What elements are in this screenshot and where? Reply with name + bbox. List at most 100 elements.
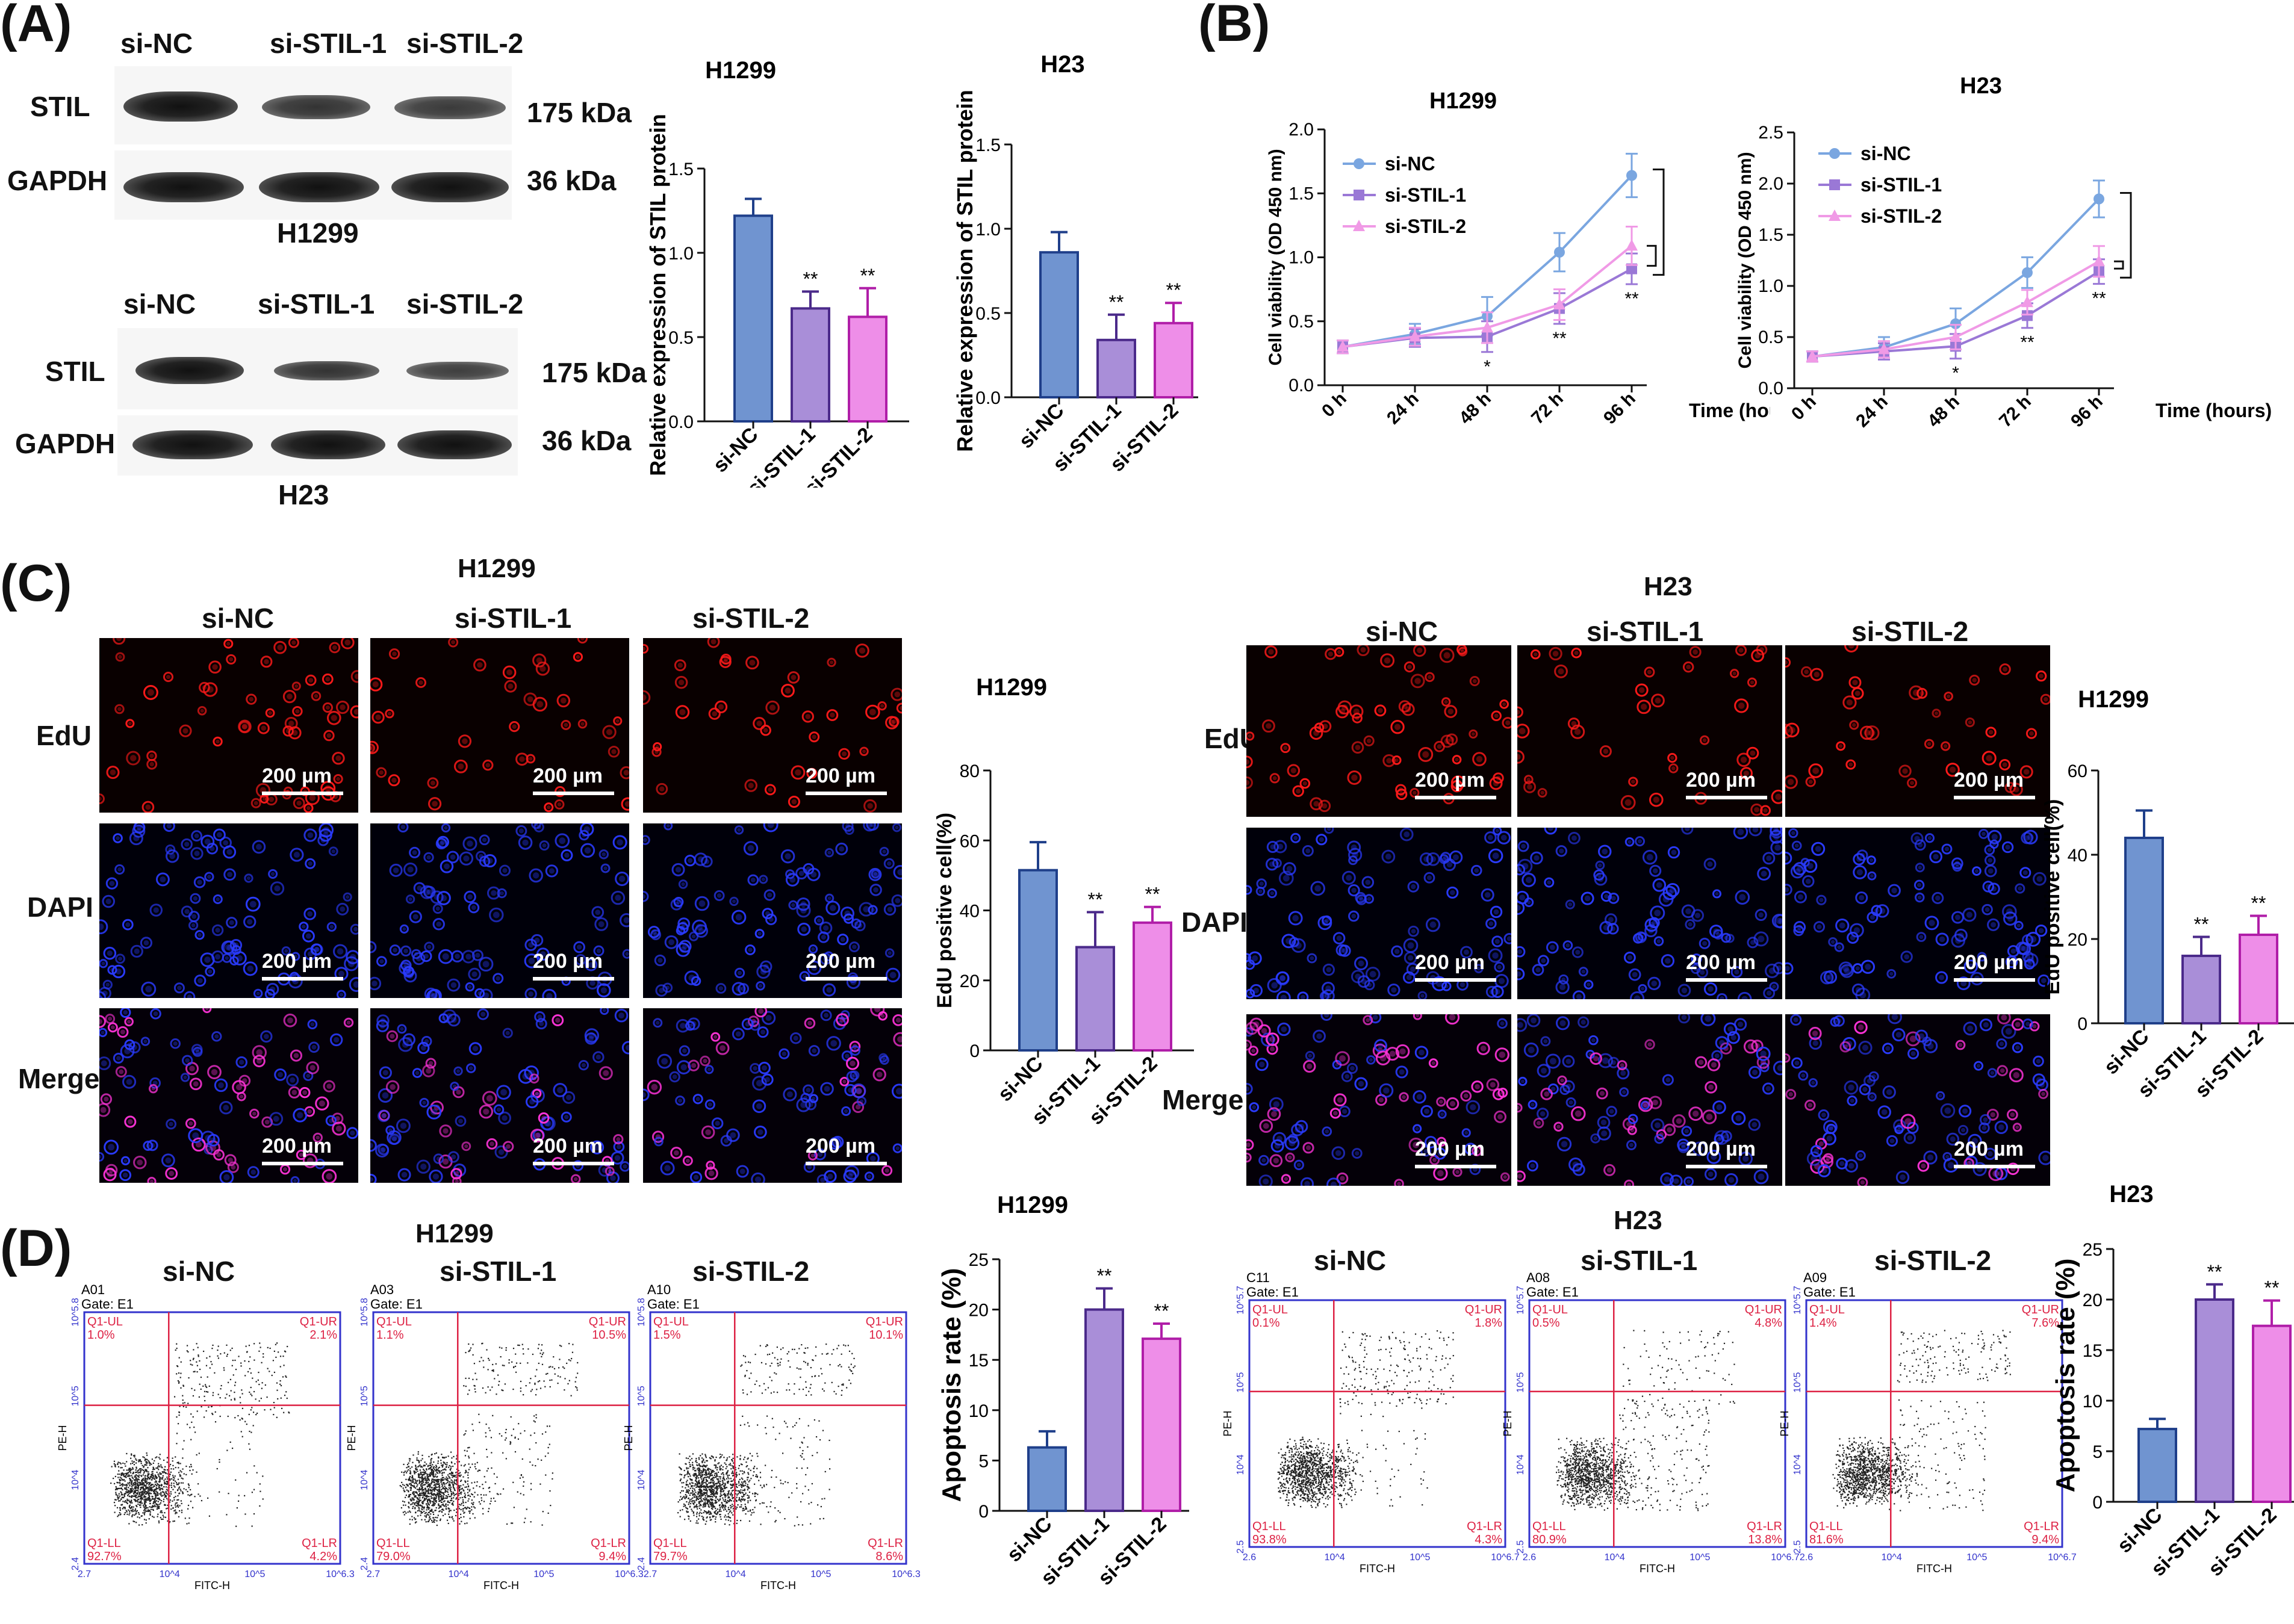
event-dot [175,1504,176,1505]
event-dot [148,1482,149,1483]
event-dot [166,1493,167,1494]
cell-core [477,662,482,668]
event-dot [161,1512,163,1513]
cell-core [564,853,569,858]
event-dot [474,1482,475,1483]
event-dot [418,1495,420,1496]
cell-core [99,796,102,801]
cell-core [216,928,220,932]
event-dot [125,1480,126,1481]
event-dot [409,1460,410,1461]
event-dot [138,1461,139,1462]
cell-core [1891,888,1897,893]
event-dot [160,1517,161,1518]
cell-core [1648,928,1653,934]
cell-core [1246,780,1249,786]
cell-core [1688,922,1693,926]
band [397,430,512,459]
event-dot [191,1365,193,1366]
cell-core [336,777,340,781]
cell-core [2017,923,2021,927]
cell-core [1540,791,1544,795]
event-dot [143,1482,144,1483]
event-dot [137,1490,138,1492]
cell-core [758,1008,763,1014]
event-dot [403,1472,405,1473]
event-dot [259,1505,260,1507]
event-dot [163,1486,164,1487]
cell-core [264,1034,269,1040]
event-dot [149,1490,150,1492]
cell-core [1858,1024,1864,1030]
event-dot [494,1501,496,1502]
event-dot [240,1419,241,1421]
event-dot [219,1461,220,1463]
cell-core [1408,955,1413,961]
event-dot [253,1513,255,1514]
event-dot [142,1498,143,1499]
cell-core [1365,879,1370,885]
event-dot [462,1484,464,1486]
cell-core [327,733,332,738]
cell-core [1634,996,1641,999]
cell-core [1397,1182,1401,1186]
event-dot [134,1495,135,1496]
cell-core [1972,678,1976,682]
cell-core [154,1011,158,1016]
cell-core [827,851,831,854]
event-dot [160,1493,161,1495]
event-dot [124,1487,125,1489]
event-dot [180,1377,181,1378]
cell-core [1719,1040,1725,1046]
cell-core [1496,1092,1501,1097]
event-dot [415,1480,416,1481]
event-dot [476,1485,477,1486]
event-dot [409,1470,411,1471]
event-dot [253,1391,255,1392]
cell-core [152,1087,155,1091]
cell-core [705,1129,711,1135]
event-dot [505,1383,506,1384]
event-dot [448,1523,449,1524]
event-dot [417,1505,418,1507]
cell-core [1708,861,1713,867]
cell-core [1601,1130,1607,1136]
cell-core [1424,1109,1429,1114]
cell-core [467,840,473,847]
event-dot [158,1457,160,1458]
event-dot [125,1466,126,1467]
cell-core [1281,995,1287,999]
event-dot [159,1484,160,1486]
scale-bar-label: 200 µm [533,1135,603,1158]
event-dot [513,1348,514,1349]
cell-core [193,896,197,900]
cell-core [1534,855,1539,861]
cell-core [1870,1095,1874,1099]
cell-core [749,660,755,666]
cell-core [1788,779,1794,785]
cell-core [1867,1079,1872,1083]
cell-core [1705,1015,1711,1022]
cell-core [116,1056,121,1061]
event-dot [131,1484,132,1485]
event-dot [156,1456,157,1457]
event-dot [263,1498,264,1499]
event-dot [145,1471,146,1472]
cell-core [791,903,795,907]
event-dot [144,1480,145,1481]
cell-core [194,851,199,856]
cell-core [326,705,330,710]
event-dot [449,1502,450,1503]
cell-core [1728,1177,1734,1183]
cell-core [595,910,600,915]
cell-core [250,901,256,908]
cell-core [691,1021,697,1026]
event-dot [265,1384,266,1386]
microscopy-image: 200 µm [1517,645,1782,817]
event-dot [284,1395,285,1396]
cell-core [1440,1112,1444,1116]
event-dot [181,1471,182,1472]
cell-core [2000,1041,2004,1046]
cell-core [1273,1101,1279,1107]
event-dot [135,1513,137,1514]
